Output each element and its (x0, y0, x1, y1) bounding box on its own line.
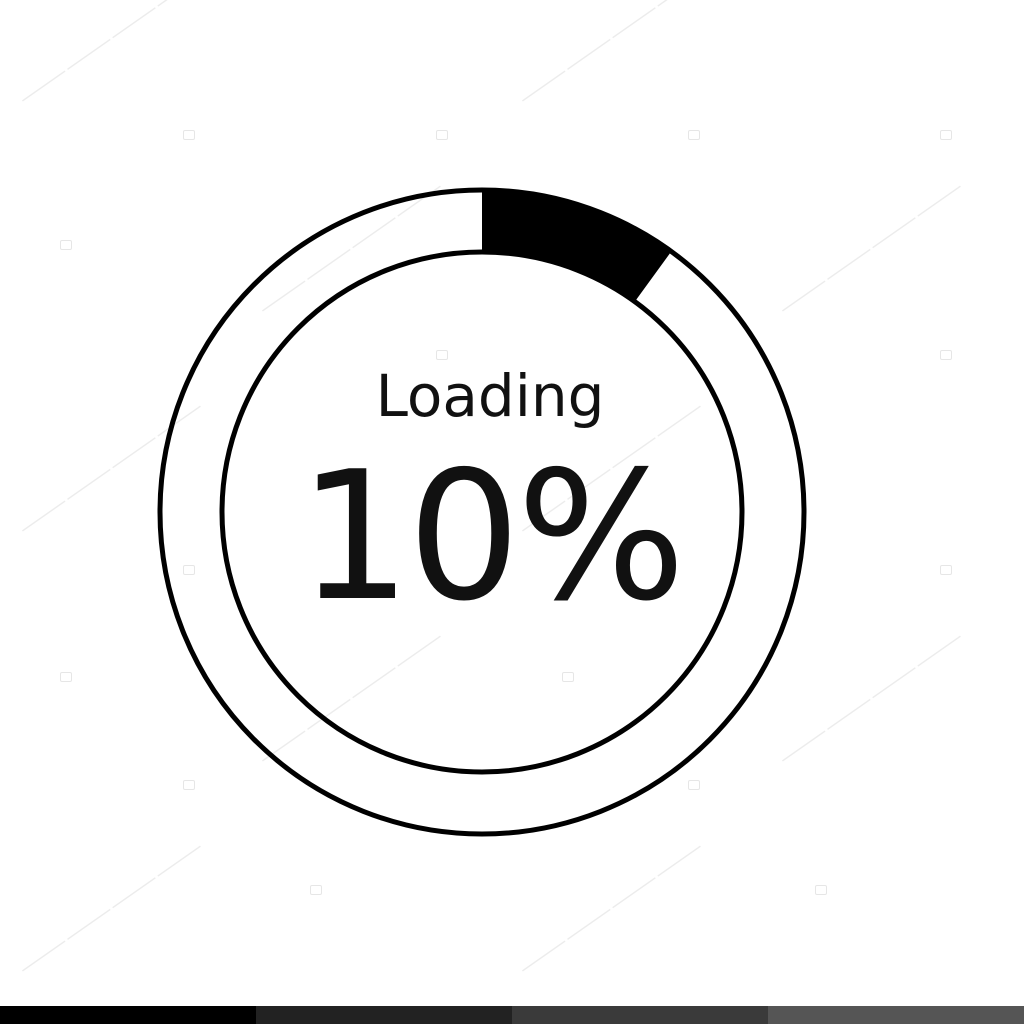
percent-label: 10% (298, 433, 686, 640)
bottom-bar-segment (256, 1006, 512, 1024)
progress-arc (482, 190, 672, 302)
loading-label: Loading (375, 362, 605, 430)
bottom-color-bar (0, 1006, 1024, 1024)
bottom-bar-segment (768, 1006, 1024, 1024)
bottom-bar-segment (512, 1006, 768, 1024)
bottom-bar-segment (0, 1006, 256, 1024)
